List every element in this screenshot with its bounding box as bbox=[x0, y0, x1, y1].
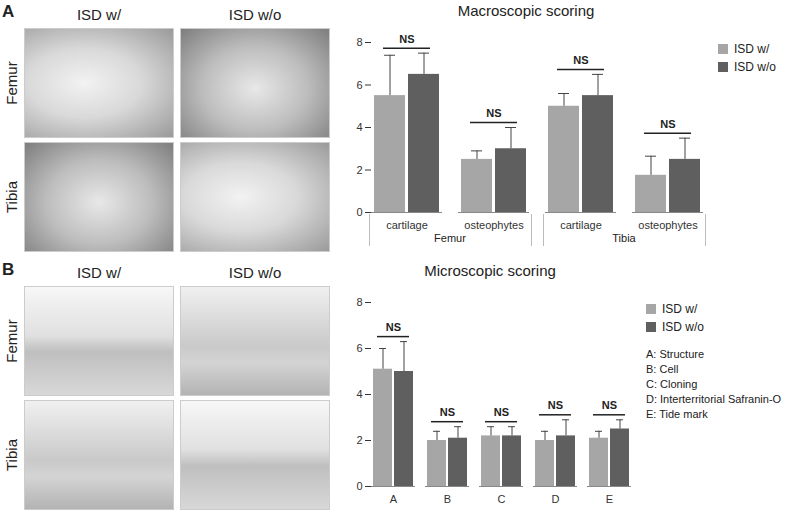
svg-text:osteophytes: osteophytes bbox=[638, 219, 698, 231]
html-text:ISD w/o: ISD w/o bbox=[228, 6, 282, 23]
svg-text:4: 4 bbox=[356, 121, 362, 133]
svg-text:A: A bbox=[390, 493, 398, 505]
svg-text:NS: NS bbox=[548, 399, 563, 411]
svg-text:NS: NS bbox=[573, 54, 588, 66]
svg-text:cartilage: cartilage bbox=[386, 219, 428, 231]
svg-text:NS: NS bbox=[440, 406, 455, 418]
html-text:A: Structure: A: Structure bbox=[646, 348, 705, 360]
html-text:ISD w/: ISD w/ bbox=[76, 6, 122, 23]
svg-text:B: B bbox=[444, 493, 451, 505]
html-text:ISD w/o: ISD w/o bbox=[662, 320, 704, 334]
svg-text:2: 2 bbox=[356, 164, 362, 176]
html-text:Tibia: Tibia bbox=[3, 439, 20, 471]
svg-text:8: 8 bbox=[356, 296, 362, 308]
svg-text:C: C bbox=[498, 493, 506, 505]
html-text:Microscopic scoring: Microscopic scoring bbox=[424, 262, 556, 279]
html-text:Femur: Femur bbox=[434, 232, 466, 244]
svg-text:8: 8 bbox=[356, 36, 362, 48]
svg-text:6: 6 bbox=[356, 79, 362, 91]
svg-text:NS: NS bbox=[399, 33, 414, 45]
html-text:B: Cell: B: Cell bbox=[646, 363, 679, 375]
html-text:B: B bbox=[2, 260, 15, 279]
svg-text:NS: NS bbox=[386, 321, 401, 333]
html-text:Tibia: Tibia bbox=[3, 181, 20, 213]
html-text:Macroscopic scoring: Macroscopic scoring bbox=[457, 2, 595, 19]
html-text:ISD w/: ISD w/ bbox=[662, 302, 698, 316]
svg-text:E: E bbox=[606, 493, 613, 505]
svg-text:NS: NS bbox=[486, 107, 501, 119]
html-text:C: Cloning: C: Cloning bbox=[646, 378, 698, 390]
svg-text:NS: NS bbox=[660, 118, 675, 130]
html-text:ISD w/: ISD w/ bbox=[734, 42, 770, 56]
html-text:A: A bbox=[2, 2, 15, 21]
svg-text:0: 0 bbox=[356, 480, 362, 492]
html-text:Tibia: Tibia bbox=[612, 232, 636, 244]
html-text:ISD w/: ISD w/ bbox=[76, 264, 122, 281]
svg-text:4: 4 bbox=[356, 388, 362, 400]
svg-text:cartilage: cartilage bbox=[560, 219, 602, 231]
html-text:ISD w/o: ISD w/o bbox=[734, 60, 776, 74]
svg-text:NS: NS bbox=[602, 399, 617, 411]
html-text:E: Tide mark: E: Tide mark bbox=[646, 408, 708, 420]
svg-text:D: D bbox=[552, 493, 560, 505]
svg-text:osteophytes: osteophytes bbox=[464, 219, 524, 231]
svg-text:0: 0 bbox=[356, 206, 362, 218]
svg-text:2: 2 bbox=[356, 434, 362, 446]
svg-text:6: 6 bbox=[356, 342, 362, 354]
svg-text:NS: NS bbox=[494, 406, 509, 418]
html-text:Femur: Femur bbox=[3, 319, 20, 363]
html-text:Femur: Femur bbox=[3, 61, 20, 105]
html-text:D: Interterritorial Safranin-O: D: Interterritorial Safranin-O bbox=[646, 393, 782, 405]
html-text:ISD w/o: ISD w/o bbox=[228, 264, 282, 281]
